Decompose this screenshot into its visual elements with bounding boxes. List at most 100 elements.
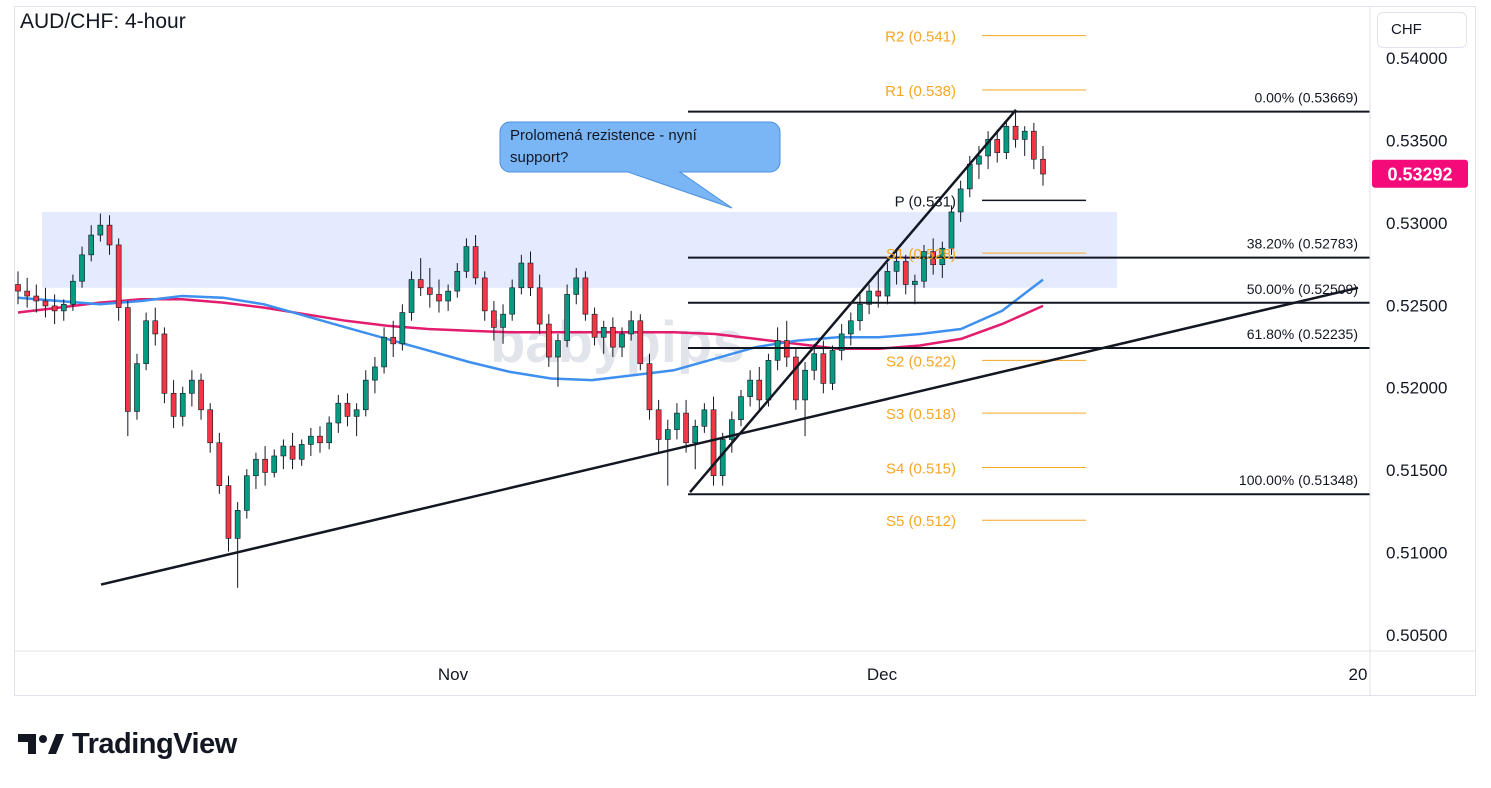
candle-body [60,303,67,312]
candle-body [24,290,30,297]
candle-body [692,425,699,444]
candle-body [326,422,332,444]
x-axis-tick-label: Nov [438,665,469,684]
x-axis-tick-label: 20 [1349,665,1368,684]
x-axis-tick-label: Dec [867,665,898,684]
candle-body [88,234,95,256]
currency-button[interactable]: CHF [1377,12,1467,48]
candle-body [738,396,744,420]
candle-body [298,444,305,460]
pivot-label: R1 (0.538) [885,83,956,100]
candle-body [253,458,259,477]
pivot-label: S1 (0.528) [886,246,956,263]
candle-body [243,475,250,511]
candle-body [902,261,909,285]
candle-body [317,435,323,444]
candle-body [179,393,186,417]
chart-frame [14,6,1476,696]
pivot-label: S5 (0.512) [886,513,956,530]
candle-body [921,251,927,282]
candle-body [280,445,287,457]
candle-body [198,379,204,411]
candle-body [701,409,708,427]
candle-body [646,363,653,411]
candle-body [234,510,241,539]
candle-body [271,455,278,473]
candle-body [610,327,616,348]
symbol-title: AUD/CHF: 4-hour [20,10,186,33]
last-price-tag [1372,159,1468,188]
callout-line-1: Prolomená rezistence - nyní [510,127,698,144]
y-axis-tick-label: 0.54000 [1386,49,1447,68]
candle-body [472,246,479,279]
candle-body [308,435,314,445]
candle-body [491,310,497,328]
candle-body [463,246,470,272]
candle-body [619,333,625,348]
candle-body [820,353,827,384]
candle-body [756,379,763,401]
tradingview-logo-icon [18,732,64,756]
candle-body [134,363,140,412]
candle-body [747,379,753,397]
candle-body [884,271,891,297]
candle-body [106,224,113,246]
y-axis-tick-label: 0.52000 [1386,379,1447,398]
candle-body [591,313,598,338]
candle-body [729,419,735,440]
candle-body [838,333,845,351]
y-axis-tick-label: 0.51500 [1386,461,1447,480]
candle-body [765,360,772,401]
candle-body [811,353,818,371]
candle-body [655,409,662,440]
candle-body [985,139,991,157]
candle-body [344,402,351,417]
candle-body [518,262,525,289]
candle-body [161,333,168,394]
candle-body [664,429,671,440]
fib-label: 61.80% (0.52235) [1247,326,1358,342]
candle-body [527,262,534,289]
candle-body [939,247,946,266]
candle-body [710,409,717,477]
candle-body [847,320,854,335]
candle-body [372,366,378,381]
candle-body [207,409,214,444]
candle-body [189,379,195,394]
candle-body [875,290,882,297]
y-axis-tick-label: 0.53000 [1386,214,1447,233]
candle-body [793,356,799,401]
candle-body [42,300,49,307]
candle-body [674,412,680,430]
candle-body [353,409,360,417]
fib-label: 100.00% (0.51348) [1239,472,1358,488]
callout-line-2: support? [510,149,568,166]
tradingview-logo[interactable]: TradingView [18,726,237,762]
fib-label: 0.00% (0.53669) [1254,90,1358,106]
candle-body [683,412,689,444]
candle-body [481,277,488,312]
candle-body [381,336,387,368]
candle-body [289,445,296,460]
tradingview-logo-text: TradingView [72,727,237,760]
last-price-label: 0.53292 [1387,165,1452,185]
rising-support-trendline [100,286,1359,586]
candle-body [545,323,552,358]
candle-body [15,284,21,292]
candle-body [33,295,40,302]
y-axis-tick-label: 0.50500 [1386,626,1447,645]
candle-body [555,340,561,358]
candle-body [390,336,397,345]
candle-body [957,188,964,213]
candle-body [51,305,58,312]
candle-body [143,320,149,364]
candle-body [445,290,451,302]
candle-body [1040,158,1046,175]
candle-body [454,271,461,292]
candle-body [829,350,836,384]
candle-body [893,261,900,272]
candle-body [216,442,223,486]
channel-trendline [689,108,1017,494]
candle-body [399,312,406,345]
